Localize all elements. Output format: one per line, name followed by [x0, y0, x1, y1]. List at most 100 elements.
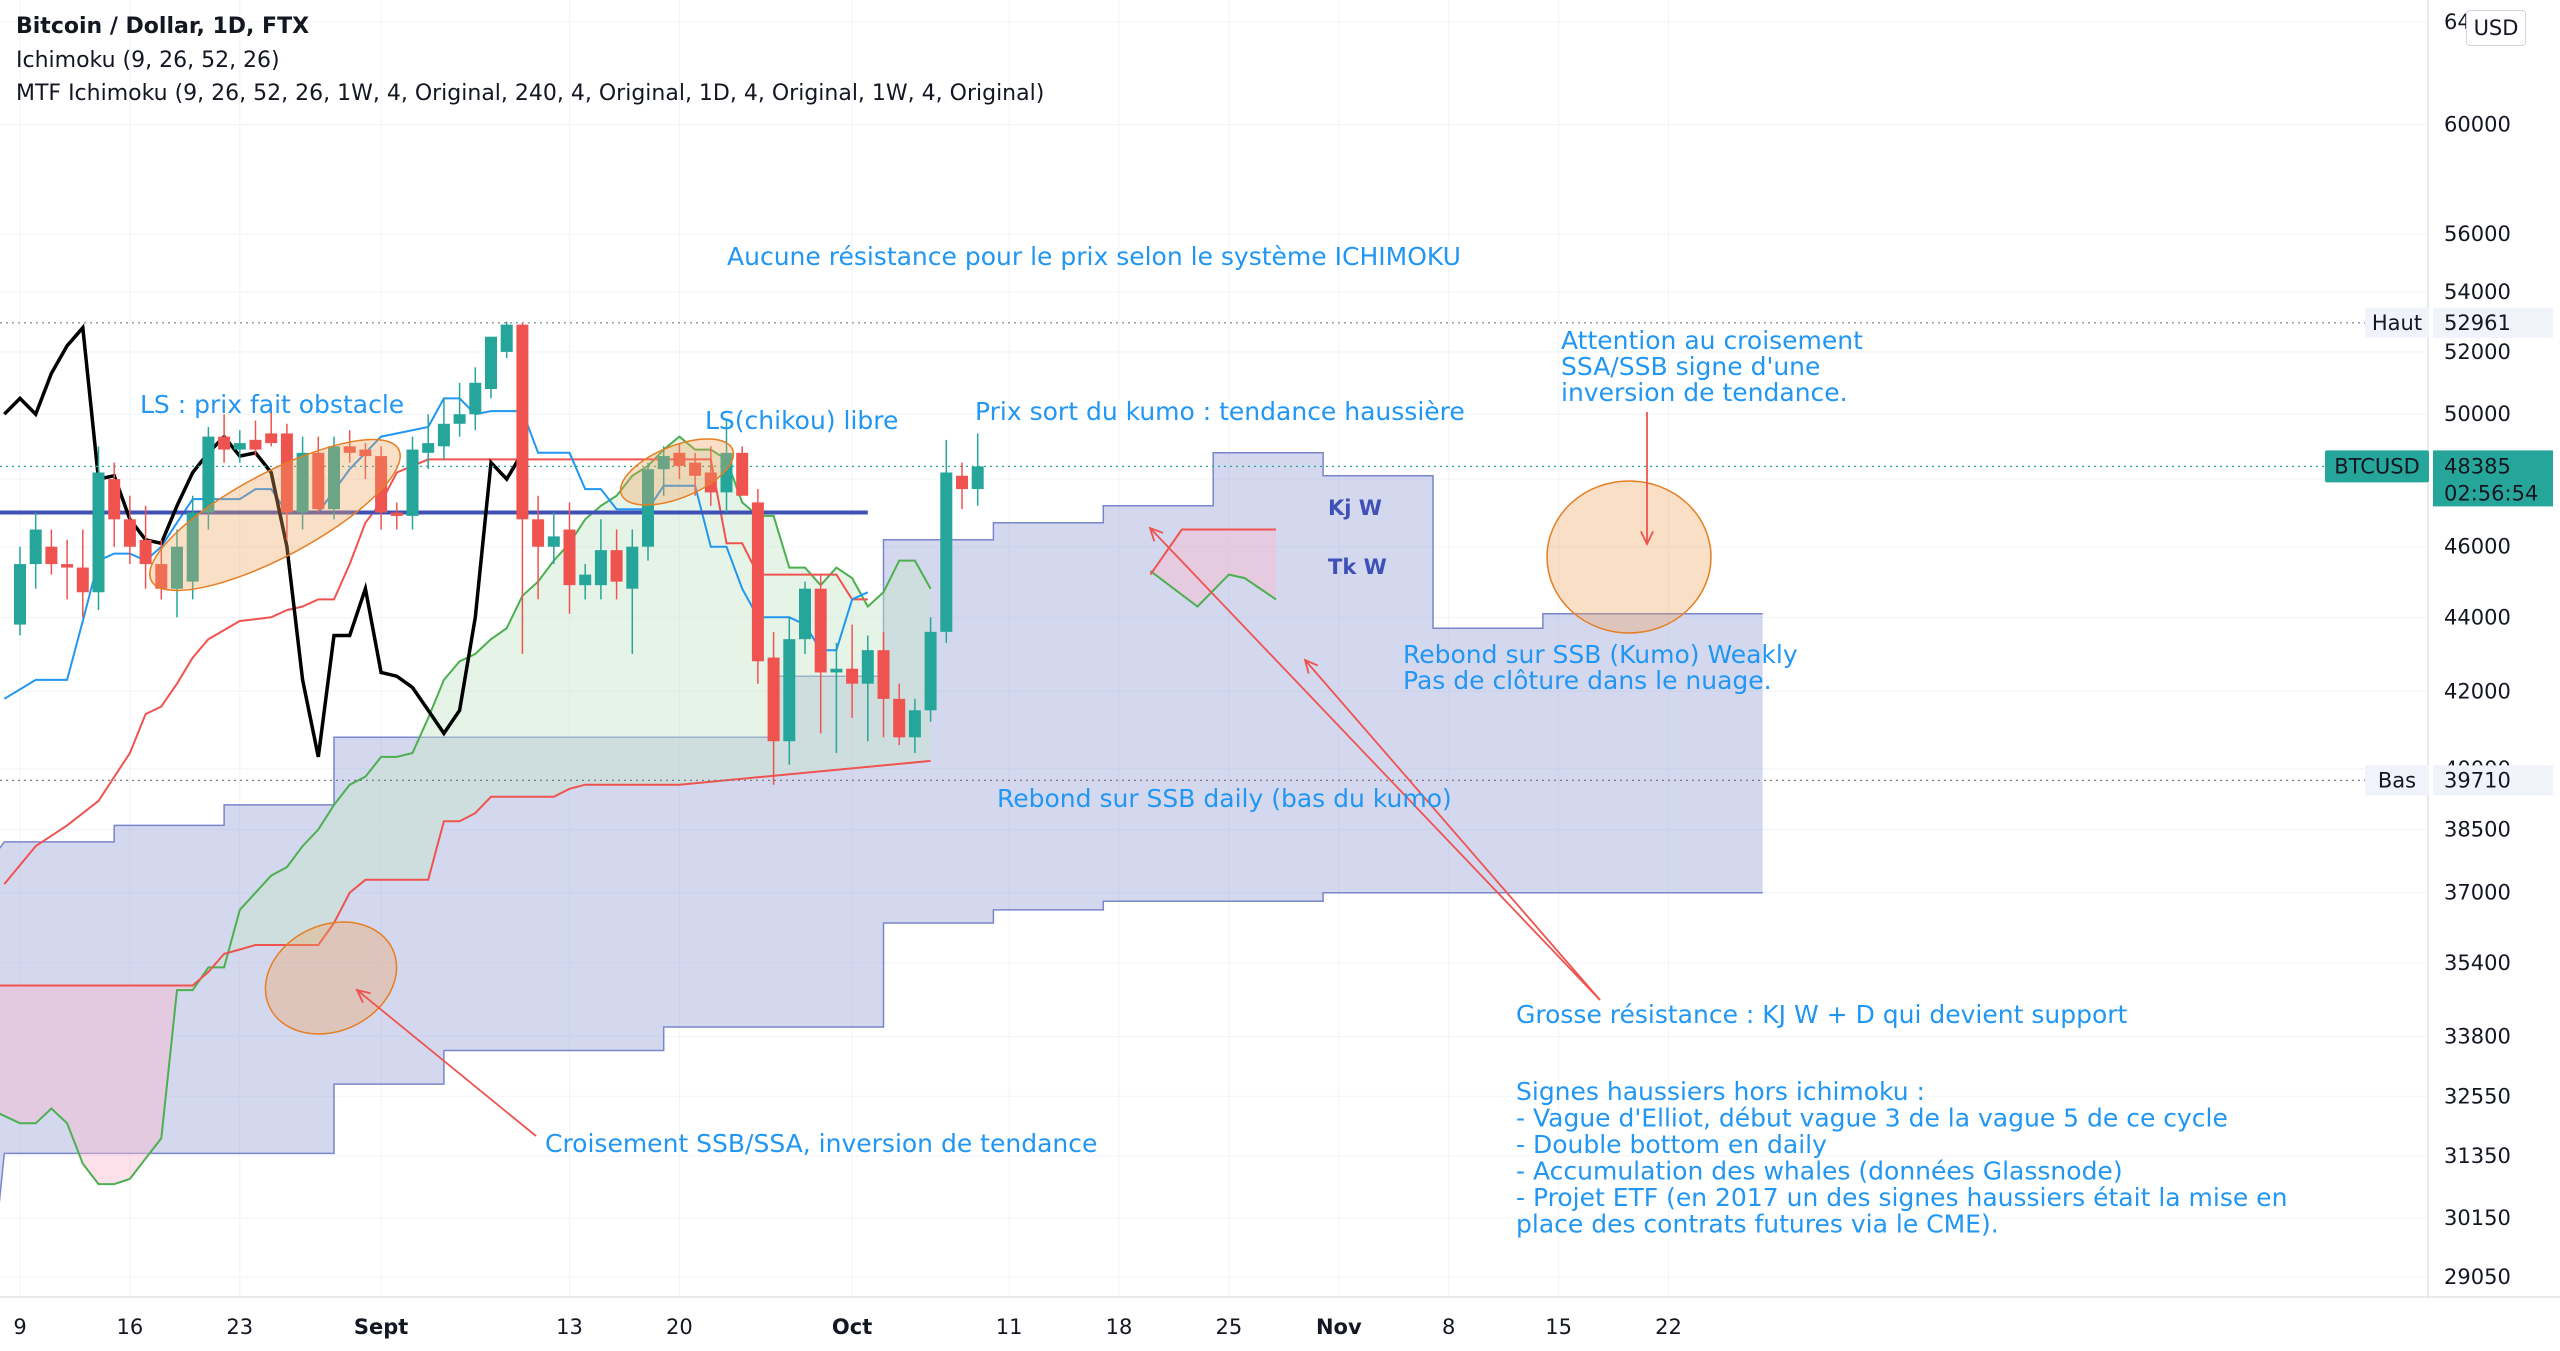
- candle: [799, 581, 811, 654]
- candle: [139, 505, 152, 589]
- candle-body: [657, 456, 670, 470]
- candle: [249, 420, 262, 457]
- note-no-resistance: Aucune résistance pour le prix selon le …: [727, 242, 1461, 271]
- time-tick-label: 20: [666, 1315, 693, 1339]
- time-tick-label: 9: [13, 1315, 26, 1339]
- candle: [390, 502, 403, 530]
- candle: [202, 426, 215, 530]
- candle: [736, 446, 749, 496]
- future-ssa-line: [1149, 570, 1277, 608]
- note-bullish-sign: - Accumulation des whales (données Glass…: [1516, 1157, 2123, 1186]
- price-tick-label: 56000: [2444, 222, 2511, 246]
- candle-body: [626, 546, 639, 589]
- candle: [877, 631, 890, 738]
- price-tick-label: 50000: [2444, 402, 2511, 426]
- time-tick-label: Sept: [354, 1315, 408, 1339]
- candle-body: [218, 436, 231, 450]
- candle: [265, 404, 278, 447]
- candle-body: [61, 564, 74, 568]
- candle-body: [485, 336, 497, 390]
- candle: [846, 624, 859, 718]
- arrow-big-resistance-2-head: [1303, 658, 1319, 674]
- candle-body: [375, 456, 388, 513]
- candle-body: [328, 446, 340, 510]
- price-tick-label: 30150: [2444, 1206, 2511, 1230]
- price-tick-label: 32550: [2444, 1084, 2511, 1108]
- weekly-ssa-line: [0, 452, 1763, 849]
- candle: [61, 539, 74, 600]
- candle-body: [14, 564, 26, 625]
- candle-body: [92, 472, 105, 593]
- price-tick-label: 44000: [2444, 605, 2511, 629]
- candle-body: [846, 668, 859, 684]
- candle: [500, 321, 513, 359]
- candle-body: [579, 574, 592, 586]
- candle: [485, 336, 497, 399]
- chart-title[interactable]: Bitcoin / Dollar, 1D, FTX: [16, 14, 310, 39]
- time-tick-label: 23: [226, 1315, 253, 1339]
- candle: [673, 443, 686, 480]
- high-label: Haut: [2372, 311, 2422, 335]
- candle-body: [469, 382, 482, 415]
- candle-body: [547, 536, 560, 547]
- weekly-kumo: [0, 452, 1763, 1203]
- candle-body: [280, 433, 293, 513]
- candle: [563, 502, 576, 614]
- candle-body: [29, 529, 42, 565]
- candle: [108, 462, 121, 547]
- high-value-box: [2433, 307, 2553, 338]
- price-tick-label: 29050: [2444, 1265, 2511, 1289]
- candle-body: [155, 564, 168, 589]
- kijun-sen-line: [3, 458, 868, 885]
- candle-body: [940, 472, 953, 632]
- candle: [579, 564, 592, 600]
- time-tick-label: 22: [1655, 1315, 1682, 1339]
- candle-body: [202, 436, 215, 513]
- note-rebound-daily: Rebond sur SSB daily (bas du kumo): [997, 784, 1452, 813]
- candles: [14, 321, 984, 785]
- arrow-big-resistance: [1149, 527, 1601, 1001]
- price-tick-label: 42000: [2444, 679, 2511, 703]
- candle: [233, 430, 246, 463]
- label-kijun-weekly: Kj W: [1328, 496, 1382, 520]
- candle-body: [783, 639, 796, 742]
- note-cross-ssb-ssa: Croisement SSB/SSA, inversion de tendanc…: [545, 1129, 1097, 1158]
- ellipse-ls-obstacle: [149, 438, 401, 592]
- candle: [422, 414, 435, 470]
- candle-body: [767, 657, 780, 742]
- price-tick-label: 54000: [2444, 280, 2511, 304]
- candle: [861, 635, 874, 742]
- candle: [940, 439, 953, 643]
- currency-button[interactable]: USD: [2466, 10, 2526, 46]
- candle-body: [422, 443, 435, 453]
- candle: [689, 452, 702, 496]
- note-ls-obstacle: LS : prix fait obstacle: [140, 390, 404, 419]
- candle: [642, 462, 654, 561]
- time-tick-label: 18: [1106, 1315, 1133, 1339]
- price-tick-label: 37000: [2444, 881, 2511, 905]
- future-kumo-fill: [1150, 529, 1276, 607]
- candle-body: [720, 452, 733, 493]
- time-tick-label: 11: [996, 1315, 1023, 1339]
- candle: [296, 436, 309, 530]
- drawings: [149, 412, 1712, 1137]
- candle-body: [814, 588, 827, 673]
- candle: [547, 512, 560, 565]
- time-tick-label: 16: [117, 1315, 144, 1339]
- time-tick-label: Nov: [1316, 1315, 1362, 1339]
- indicator-ichimoku[interactable]: Ichimoku (9, 26, 52, 26): [16, 48, 280, 73]
- future-ssb-line: [1149, 528, 1276, 576]
- candle: [92, 446, 105, 611]
- candle: [783, 617, 796, 765]
- indicator-mtf-ichimoku[interactable]: MTF Ichimoku (9, 26, 52, 26, 1W, 4, Orig…: [16, 81, 1045, 106]
- price-tick-label: 38500: [2444, 818, 2511, 842]
- arrow-cross-ssb-ssa: [356, 989, 537, 1137]
- candle: [186, 495, 199, 600]
- last-price-value: 48385: [2444, 454, 2511, 478]
- note-bullish-sign: Signes haussiers hors ichimoku :: [1516, 1077, 1925, 1106]
- candle-body: [45, 546, 58, 565]
- candle-body: [689, 462, 702, 476]
- high-value: 52961: [2444, 311, 2511, 335]
